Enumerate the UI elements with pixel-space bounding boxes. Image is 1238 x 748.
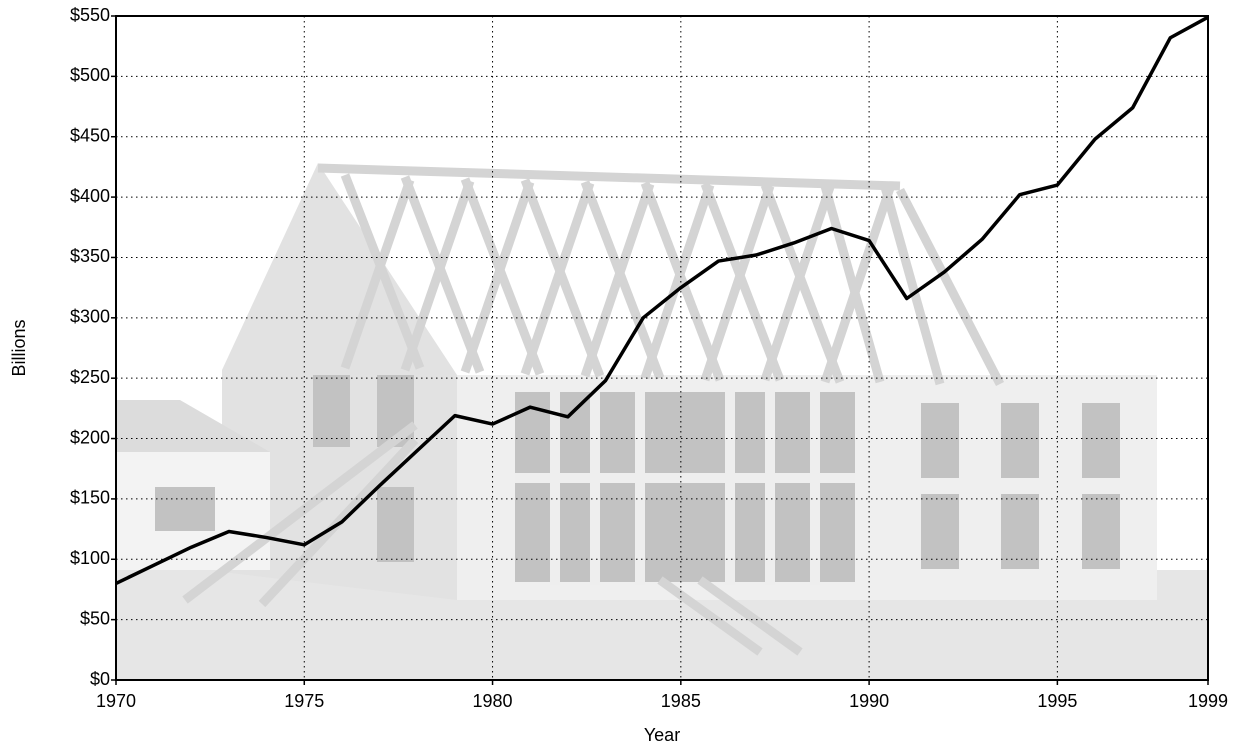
x-tick-label: 1985 — [661, 691, 701, 711]
y-axis-title: Billions — [9, 319, 29, 376]
y-tick-label: $50 — [80, 608, 110, 628]
x-tick-label: 1990 — [849, 691, 889, 711]
x-axis-title: Year — [644, 725, 680, 745]
y-tick-label: $0 — [90, 669, 110, 689]
x-tick-label: 1975 — [284, 691, 324, 711]
y-tick-label: $550 — [70, 5, 110, 25]
x-tick-label: 1970 — [96, 691, 136, 711]
y-tick-label: $500 — [70, 65, 110, 85]
y-tick-label: $400 — [70, 186, 110, 206]
x-tick-label: 1999 — [1188, 691, 1228, 711]
background-illustration — [116, 163, 1208, 680]
x-tick-label: 1980 — [473, 691, 513, 711]
x-tick-label: 1995 — [1037, 691, 1077, 711]
y-tick-label: $100 — [70, 548, 110, 568]
y-tick-label: $450 — [70, 125, 110, 145]
y-tick-label: $200 — [70, 427, 110, 447]
chart: Year Billions $0 $50 $100 $150 $200 $250 $300 $… — [0, 0, 1238, 748]
y-tick-label: $250 — [70, 367, 110, 387]
y-tick-label: $150 — [70, 488, 110, 508]
y-tick-label: $300 — [70, 307, 110, 327]
y-tick-label: $350 — [70, 246, 110, 266]
